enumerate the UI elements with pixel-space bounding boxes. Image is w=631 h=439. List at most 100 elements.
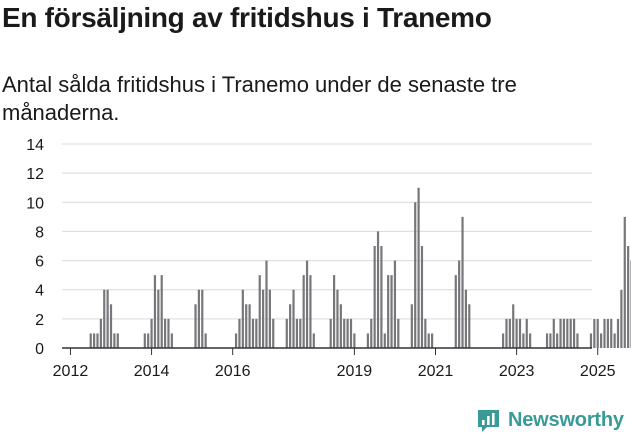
bar — [99, 318, 102, 348]
bar — [295, 318, 299, 348]
bar — [572, 318, 576, 348]
bar — [515, 318, 518, 348]
bar — [458, 260, 461, 348]
y-tick-label: 4 — [35, 283, 44, 300]
bar — [393, 260, 397, 348]
bar — [339, 304, 342, 348]
bar — [600, 333, 603, 348]
bar — [268, 289, 271, 348]
bar — [238, 318, 241, 348]
bar — [397, 318, 400, 348]
bar — [106, 289, 109, 348]
y-tick-label: 0 — [35, 341, 44, 358]
bar — [147, 333, 150, 348]
bar — [336, 289, 339, 348]
bar — [569, 318, 572, 348]
bar — [150, 318, 153, 348]
bar — [623, 216, 626, 348]
bar — [512, 304, 515, 348]
bar — [349, 318, 353, 348]
bar — [292, 289, 295, 348]
x-tick-label: 2025 — [580, 363, 616, 380]
bar — [373, 246, 376, 348]
bar — [255, 318, 258, 348]
bar — [529, 333, 532, 348]
brand-name: Newsworthy — [508, 409, 624, 431]
bar — [201, 289, 204, 348]
bar — [616, 318, 620, 348]
bar — [431, 333, 434, 348]
bar — [153, 275, 157, 348]
bar — [522, 333, 525, 348]
bar — [545, 333, 549, 348]
bar — [566, 318, 569, 348]
newsworthy-logo-icon — [478, 410, 499, 432]
bar — [562, 318, 566, 348]
y-tick-label: 2 — [35, 312, 44, 329]
y-axis-ticks: 0 2 4 6 8 10 12 14 — [26, 137, 44, 358]
bar — [109, 304, 113, 348]
bar — [353, 333, 356, 348]
bar — [454, 275, 457, 348]
bar — [329, 318, 332, 348]
bar — [376, 231, 380, 348]
bar — [383, 333, 386, 348]
bar — [116, 333, 119, 348]
bar — [194, 304, 197, 348]
bar — [143, 333, 146, 348]
bar — [464, 289, 468, 348]
bar — [265, 260, 268, 348]
y-tick-label: 12 — [26, 166, 44, 183]
bar — [525, 318, 528, 348]
bar — [501, 333, 505, 348]
bar — [556, 333, 559, 348]
bar — [576, 333, 579, 348]
gridlines — [62, 143, 592, 320]
x-tick-label: 2023 — [499, 363, 535, 380]
bar — [299, 318, 302, 348]
bar — [245, 304, 248, 348]
bar — [610, 318, 613, 348]
bar — [427, 333, 430, 348]
bar — [627, 246, 630, 348]
bar — [559, 318, 562, 348]
bar — [387, 275, 390, 348]
bar — [312, 333, 315, 348]
x-tick-label: 2014 — [134, 363, 170, 380]
bar — [549, 333, 552, 348]
bar — [251, 318, 255, 348]
bar — [346, 318, 349, 348]
bar — [89, 333, 92, 348]
bar-series — [89, 187, 631, 348]
bar — [157, 289, 160, 348]
bar — [262, 289, 265, 348]
bar — [305, 260, 309, 348]
bar — [417, 187, 420, 348]
bar — [167, 318, 170, 348]
bar — [366, 333, 369, 348]
bar — [420, 246, 424, 348]
bar — [332, 275, 336, 348]
y-tick-label: 8 — [35, 224, 44, 241]
x-tick-label: 2021 — [418, 363, 454, 380]
x-tick-label: 2019 — [337, 363, 373, 380]
brand-logo: Newsworthy — [476, 408, 624, 433]
chart-subtitle: Antal sålda fritidshus i Tranemo under d… — [2, 72, 517, 125]
bar — [380, 246, 383, 348]
bar — [272, 318, 275, 348]
bar — [160, 275, 163, 348]
bar — [96, 333, 99, 348]
bar — [204, 333, 207, 348]
bar — [518, 318, 522, 348]
bar — [620, 289, 623, 348]
bar — [93, 333, 96, 348]
bar — [414, 202, 417, 348]
bar — [113, 333, 116, 348]
bar — [302, 275, 305, 348]
bar — [343, 318, 346, 348]
y-tick-label: 10 — [26, 195, 44, 212]
bar — [285, 318, 288, 348]
bar — [468, 304, 471, 348]
bar — [248, 304, 251, 348]
